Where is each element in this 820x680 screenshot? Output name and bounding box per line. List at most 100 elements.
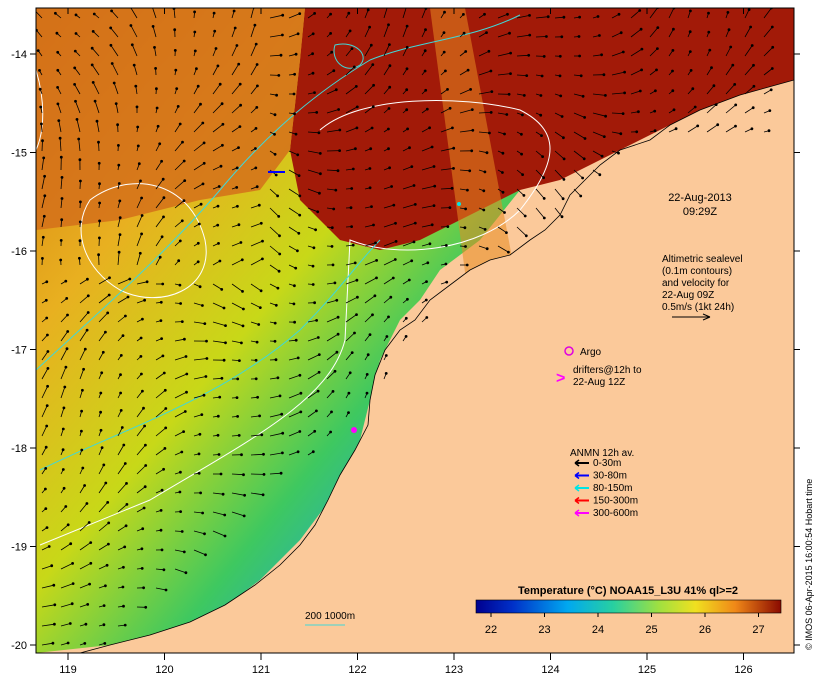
- velocity-arrow-head: [317, 353, 321, 356]
- velocity-arrow-head: [85, 328, 89, 332]
- lon-tick-label: 125: [638, 664, 656, 676]
- velocity-arrow-head: [236, 204, 239, 208]
- velocity-arrow-head: [370, 205, 373, 209]
- anmn-legend-label: 0-30m: [593, 458, 621, 469]
- velocity-arrow-head: [33, 9, 36, 12]
- velocity-arrow-head: [733, 83, 737, 86]
- velocity-arrow-head: [160, 337, 164, 340]
- velocity-arrow-head: [161, 177, 165, 181]
- velocity-arrow-head: [714, 103, 718, 106]
- anmn-legend-label: 80-150m: [593, 483, 632, 494]
- velocity-arrow-head: [59, 155, 63, 159]
- velocity-arrow: [307, 337, 319, 342]
- velocity-arrow: [231, 473, 244, 476]
- velocity-arrow-head: [259, 289, 263, 293]
- velocity-arrow: [115, 103, 119, 114]
- velocity-arrow: [78, 138, 81, 152]
- velocity-arrow-head: [221, 492, 225, 496]
- velocity-arrow-head: [54, 11, 57, 15]
- velocity-arrow-head: [163, 388, 167, 392]
- velocity-arrow: [155, 372, 165, 380]
- velocity-arrow: [60, 583, 74, 589]
- image-date: 22-Aug-2013: [668, 192, 732, 204]
- velocity-arrow: [58, 120, 62, 133]
- velocity-arrow: [269, 14, 283, 19]
- velocity-arrow: [193, 302, 203, 306]
- velocity-arrow: [497, 226, 507, 233]
- velocity-arrow-head: [159, 528, 163, 532]
- velocity-arrow-head: [224, 324, 227, 327]
- velocity-arrow: [326, 333, 339, 342]
- velocity-arrow-head: [178, 122, 182, 126]
- velocity-arrow: [174, 141, 183, 152]
- velocity-arrow-head: [119, 354, 123, 357]
- velocity-arrow: [212, 123, 224, 133]
- velocity-arrow-head: [164, 426, 168, 430]
- velocity-arrow: [307, 410, 317, 418]
- velocity-arrow-head: [424, 298, 428, 302]
- velocity-arrow-head: [193, 10, 197, 14]
- velocity-arrow: [79, 503, 88, 513]
- velocity-arrow-head: [315, 409, 318, 413]
- velocity-arrow: [79, 329, 88, 342]
- velocity-arrow-head: [126, 295, 130, 299]
- altimetry-note: Altimetric sealevel (0.1m contours) and …: [662, 254, 743, 321]
- lat-tick-label: -14: [11, 49, 27, 61]
- velocity-arrow: [326, 371, 336, 380]
- velocity-arrow-head: [750, 44, 754, 47]
- velocity-arrow-head: [277, 74, 281, 77]
- velocity-arrow-head: [216, 433, 220, 437]
- velocity-arrow-head: [696, 124, 700, 128]
- velocity-arrow: [98, 277, 110, 285]
- velocity-arrow-head: [522, 94, 526, 97]
- velocity-arrow-head: [104, 481, 108, 485]
- velocity-arrow-head: [356, 295, 359, 299]
- velocity-arrow-head: [433, 184, 437, 188]
- velocity-arrow-head: [388, 43, 391, 46]
- velocity-arrow-head: [98, 236, 101, 240]
- velocity-arrow: [345, 262, 356, 266]
- velocity-arrow: [364, 260, 377, 266]
- velocity-arrow: [212, 283, 222, 290]
- velocity-arrow-head: [212, 11, 216, 15]
- velocity-arrow-head: [333, 369, 337, 373]
- velocity-arrow: [59, 138, 62, 152]
- velocity-arrow-head: [483, 170, 487, 174]
- velocity-arrow: [231, 126, 241, 133]
- velocity-arrow: [573, 188, 581, 197]
- velocity-arrow-head: [338, 149, 341, 153]
- velocity-arrow-head: [768, 109, 772, 112]
- velocity-arrow-head: [297, 231, 301, 235]
- velocity-arrow: [155, 448, 166, 456]
- bathy-label: 200 1000m: [305, 611, 355, 622]
- velocity-arrow: [345, 127, 358, 133]
- velocity-arrow-head: [132, 63, 136, 67]
- anmn-legend-arrow-head: [574, 496, 580, 505]
- velocity-arrow-head: [470, 149, 474, 153]
- velocity-arrow: [174, 431, 184, 437]
- velocity-arrow-head: [89, 561, 93, 565]
- velocity-arrow-head: [579, 74, 583, 78]
- velocity-arrow: [155, 389, 166, 399]
- lon-tick-label: 126: [734, 664, 752, 676]
- velocity-arrow-head: [520, 132, 523, 136]
- velocity-arrow: [250, 283, 262, 292]
- anmn-legend-arrow-head: [574, 459, 580, 467]
- velocity-arrow-head: [450, 186, 454, 190]
- velocity-arrow: [60, 177, 63, 190]
- velocity-arrow: [154, 47, 157, 57]
- velocity-arrow-head: [471, 128, 475, 132]
- velocity-arrow-head: [621, 112, 625, 115]
- colorbar-tick-label: 24: [592, 624, 604, 636]
- velocity-arrow-head: [123, 462, 127, 465]
- velocity-arrow: [136, 465, 146, 475]
- velocity-arrow-head: [162, 196, 166, 200]
- velocity-arrow: [478, 32, 487, 38]
- velocity-arrow: [345, 332, 355, 342]
- velocity-arrow-head: [181, 140, 184, 144]
- velocity-arrow-head: [179, 302, 183, 305]
- longitude-axis: 119 120 121 122 123 124 125 126: [59, 8, 753, 676]
- velocity-arrow: [554, 131, 564, 139]
- velocity-arrow: [79, 542, 91, 551]
- mooring-marker-2-icon: [457, 202, 461, 206]
